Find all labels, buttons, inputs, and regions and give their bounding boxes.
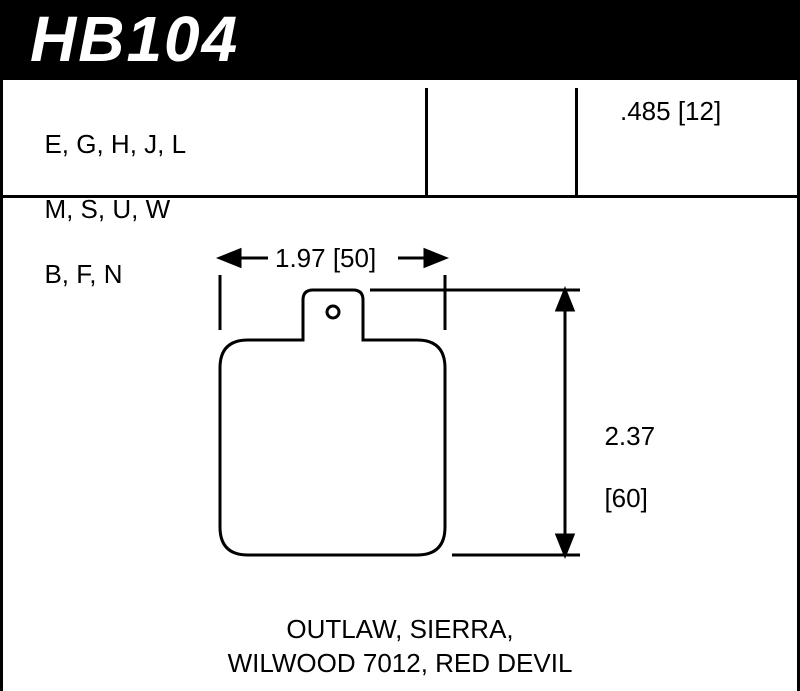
pad-diagram	[0, 0, 800, 691]
pad-outline	[220, 290, 445, 555]
height-dimension	[370, 290, 580, 555]
pad-hole	[327, 306, 339, 318]
